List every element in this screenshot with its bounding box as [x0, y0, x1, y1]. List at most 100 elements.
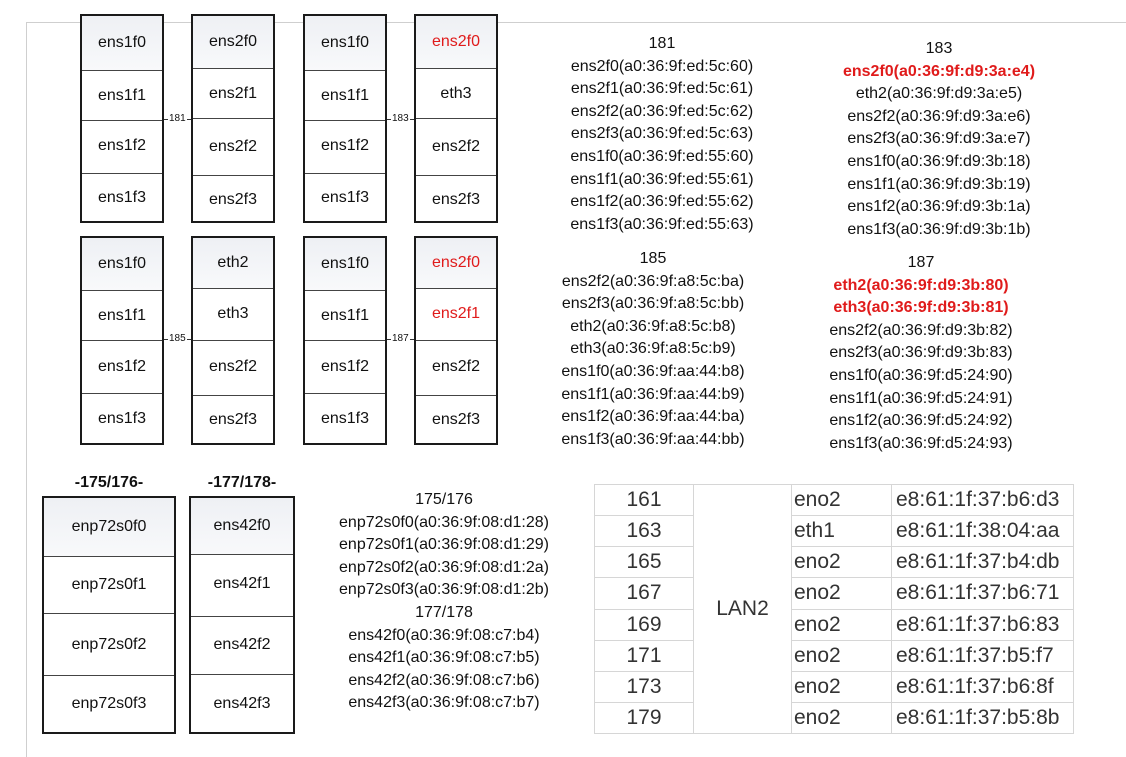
divider: [193, 340, 273, 341]
mac-entry: enp72s0f3(a0:36:9f:08:d1:2b): [339, 581, 549, 599]
divider: [82, 70, 162, 71]
divider: [193, 118, 273, 119]
lan-label: LAN2: [693, 484, 792, 734]
connector-label-183: 183: [391, 113, 410, 124]
iface-cell: eno2: [791, 701, 892, 735]
lan2-table: 161 LAN2 eno2 e8:61:1f:37:b6:d3 163 eth1…: [594, 483, 1074, 735]
nic-card-181-right: ens2f0 ens2f1 ens2f2 ens2f3: [191, 14, 275, 223]
port-cell: ens1f2: [320, 137, 370, 154]
iface-cell: eno2: [791, 608, 892, 641]
table-row: 179 eno2 e8:61:1f:37:b5:8b: [594, 701, 1074, 735]
mac-entry: enp72s0f0(a0:36:9f:08:d1:28): [339, 513, 549, 531]
host-cell: 165: [594, 546, 694, 579]
port-cell: ens42f2: [213, 635, 271, 653]
mac-entry: ens1f1(a0:36:9f:aa:44:b9): [561, 385, 745, 403]
port-cell: ens1f2: [97, 137, 147, 154]
port-cell: ens42f0: [191, 498, 293, 554]
divider: [416, 395, 496, 396]
mac-entry: ens1f2(a0:36:9f:aa:44:ba): [561, 408, 745, 426]
port-cell: ens2f3: [431, 190, 481, 208]
page-frame: [26, 22, 1126, 757]
port-cell: ens2f1: [431, 305, 481, 322]
divider: [191, 616, 293, 617]
port-cell: ens1f2: [320, 358, 370, 375]
port-cell: ens1f3: [320, 410, 370, 427]
mac-cell: e8:61:1f:37:b6:71: [891, 577, 1074, 610]
port-cell: ens1f0: [82, 238, 162, 290]
mac-cell: e8:61:1f:37:b6:d3: [891, 483, 1074, 517]
host-cell: 171: [594, 639, 694, 672]
port-cell: ens1f3: [320, 189, 370, 206]
mac-entry: ens1f0(a0:36:9f:ed:55:60): [570, 147, 754, 165]
mac-entry: ens1f0(a0:36:9f:aa:44:b8): [561, 362, 745, 380]
group-label-175-176: -175/176-: [74, 474, 144, 491]
divider: [305, 340, 385, 341]
port-cell: ens1f0: [305, 238, 385, 290]
divider: [82, 173, 162, 174]
divider: [44, 613, 174, 614]
mac-list-181: 181 ens2f0(a0:36:9f:ed:5c:60) ens2f1(a0:…: [552, 33, 772, 236]
host-cell: 173: [594, 670, 694, 703]
port-cell: ens1f3: [97, 189, 147, 206]
port-cell: ens2f2: [431, 138, 481, 155]
port-cell: ens1f0: [305, 16, 385, 70]
divider: [82, 120, 162, 121]
table-row: 171 eno2 e8:61:1f:37:b5:f7: [594, 639, 1074, 672]
mac-entry: ens1f1(a0:36:9f:d9:3b:19): [847, 175, 1031, 193]
mac-list-185: 185 ens2f2(a0:36:9f:a8:5c:ba) ens2f3(a0:…: [542, 248, 764, 451]
mac-list-title: 181: [648, 35, 676, 52]
divider: [416, 118, 496, 119]
port-cell: ens2f2: [208, 358, 258, 375]
port-cell: ens42f1: [213, 575, 271, 592]
mac-entry: ens1f1(a0:36:9f:ed:55:61): [570, 170, 754, 188]
divider: [305, 393, 385, 394]
table-row: 167 eno2 e8:61:1f:37:b6:71: [594, 577, 1074, 610]
nic-card-185-right: eth2 eth3 ens2f2 ens2f3: [191, 236, 275, 445]
mac-entry-highlighted: eth3(a0:36:9f:d9:3b:81): [833, 299, 1009, 317]
table-row: 169 eno2 e8:61:1f:37:b6:83: [594, 608, 1074, 641]
nic-card-175-176: enp72s0f0 enp72s0f1 enp72s0f2 enp72s0f3: [42, 496, 176, 734]
port-cell: ens2f2: [208, 138, 258, 155]
host-cell: 179: [594, 701, 694, 735]
divider: [82, 290, 162, 291]
mac-entry: ens2f1(a0:36:9f:ed:5c:61): [570, 80, 754, 98]
connector-label-181: 181: [168, 113, 187, 124]
port-cell: ens2f0: [416, 238, 496, 288]
mac-entry: enp72s0f1(a0:36:9f:08:d1:29): [339, 536, 549, 554]
mac-entry: ens1f3(a0:36:9f:d5:24:93): [829, 434, 1013, 452]
mac-entry: eth2(a0:36:9f:d9:3a:e5): [855, 85, 1023, 103]
iface-cell: eno2: [791, 546, 892, 579]
nic-card-183-right: ens2f0 eth3 ens2f2 ens2f3: [414, 14, 498, 223]
divider: [193, 68, 273, 69]
mac-list-title: 187: [907, 254, 935, 271]
port-cell: ens42f3: [213, 694, 271, 712]
mac-entry: ens42f0(a0:36:9f:08:c7:b4): [348, 626, 540, 644]
mac-list-183: 183 ens2f0(a0:36:9f:d9:3a:e4) eth2(a0:36…: [828, 38, 1050, 241]
mac-entry: ens1f3(a0:36:9f:aa:44:bb): [561, 430, 745, 448]
mac-entry: ens1f2(a0:36:9f:ed:55:62): [570, 193, 754, 211]
mac-entry: ens1f3(a0:36:9f:d9:3b:1b): [847, 220, 1031, 238]
nic-card-177-178: ens42f0 ens42f1 ens42f2 ens42f3: [189, 496, 295, 734]
mac-cell: e8:61:1f:38:04:aa: [891, 515, 1074, 548]
port-cell: ens1f2: [97, 358, 147, 375]
divider: [305, 120, 385, 121]
mac-entry: ens2f2(a0:36:9f:ed:5c:62): [570, 102, 754, 120]
mac-cell: e8:61:1f:37:b4:db: [891, 546, 1074, 579]
iface-cell: eno2: [791, 577, 892, 610]
table-row: 165 eno2 e8:61:1f:37:b4:db: [594, 546, 1074, 579]
iface-cell: eno2: [791, 670, 892, 703]
mac-list-187: 187 eth2(a0:36:9f:d9:3b:80) eth3(a0:36:9…: [810, 252, 1032, 455]
port-cell: ens1f0: [82, 16, 162, 70]
mac-cell: e8:61:1f:37:b5:f7: [891, 639, 1074, 672]
port-cell: enp72s0f1: [71, 576, 147, 593]
port-cell: ens1f3: [97, 410, 147, 427]
divider: [191, 674, 293, 675]
nic-card-187-left: ens1f0 ens1f1 ens1f2 ens1f3: [303, 236, 387, 445]
mac-entry: ens42f3(a0:36:9f:08:c7:b7): [348, 694, 540, 712]
mac-entry: ens1f0(a0:36:9f:d5:24:90): [829, 366, 1013, 384]
connector-label-187: 187: [391, 333, 410, 344]
iface-cell: eth1: [791, 515, 892, 548]
mac-list-title: 183: [925, 40, 953, 57]
iface-cell: eno2: [791, 483, 892, 517]
port-cell: ens1f1: [320, 307, 370, 324]
